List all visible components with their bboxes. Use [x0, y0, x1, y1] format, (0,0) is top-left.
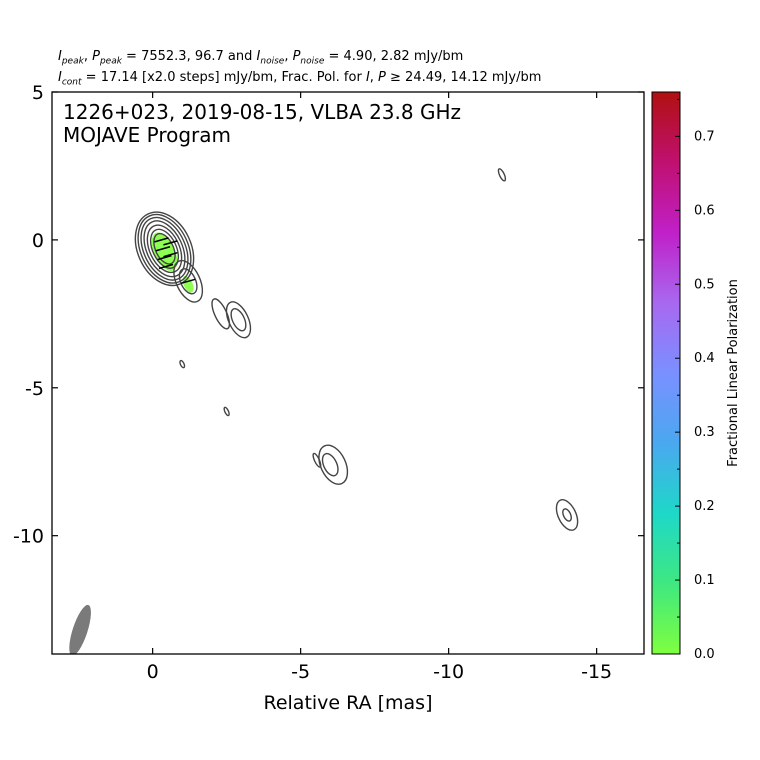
colorbar-tick-label: 0.6 [694, 203, 715, 218]
y-tick-label: 5 [32, 82, 44, 104]
x-tick-label: 0 [147, 661, 159, 683]
x-axis-label: Relative RA [mas] [263, 692, 432, 714]
contour-line [146, 224, 183, 274]
y-tick-label: -5 [25, 378, 44, 400]
x-tick-label: -5 [291, 661, 310, 683]
axes: 0 -5 -10 -15 5 0 -5 -10 [13, 82, 644, 683]
contour-line [225, 301, 252, 339]
source-label: 1226+023, 2019-08-15, VLBA 23.8 GHz [63, 100, 461, 124]
contour-line [562, 508, 572, 522]
contour-text: = 17.14 [x2.0 steps] mJy/bm, Frac. Pol. … [81, 70, 366, 85]
contour-line [173, 259, 204, 303]
contour-line [211, 298, 231, 330]
header-contour-line: Icont = 17.14 [x2.0 steps] mJy/bm, Frac.… [58, 70, 542, 88]
contour-line [321, 452, 339, 477]
noise-values: 4.90, 2.82 mJy/bm [343, 49, 464, 64]
colorbar-tick-label: 0.2 [694, 499, 715, 514]
plot-frame [51, 91, 645, 655]
contour-line [149, 228, 180, 269]
contour-line [318, 444, 349, 485]
contour-thresholds: ≥ 24.49, 14.12 mJy/bm [385, 70, 542, 85]
evpa-tick [157, 254, 172, 261]
x-tick-label: -10 [433, 661, 464, 683]
contour-line [230, 308, 247, 332]
evpa-tick [155, 246, 171, 252]
evpa-tick [154, 237, 169, 243]
contour-line [223, 406, 230, 417]
colorbar-tick-label: 0.0 [694, 647, 715, 662]
colorbar-gradient [651, 91, 681, 655]
colorbar-label: Fractional Linear Polarization [726, 279, 741, 467]
beam-ellipse [69, 604, 91, 654]
y-tick-label: -10 [13, 526, 44, 548]
colorbar-tick-label: 0.7 [694, 129, 715, 144]
plot-area [69, 168, 579, 654]
contour-line [143, 220, 186, 278]
evpa-tick [163, 240, 178, 246]
evpa-tick [163, 251, 178, 258]
contour-line [555, 499, 579, 531]
y-tick-label: 0 [32, 230, 44, 252]
contour-line [153, 232, 176, 265]
colorbar: 0.0 0.1 0.2 0.3 0.4 0.5 0.6 0.7 [651, 91, 715, 662]
contour-line [140, 216, 189, 281]
contour-line [497, 168, 507, 182]
evpa-tick [180, 278, 196, 285]
colorbar-tick-label: 0.5 [694, 277, 715, 292]
colorbar-tick-label: 0.4 [694, 351, 715, 366]
evpa-tick [158, 263, 174, 270]
colorbar-tick-label: 0.3 [694, 425, 715, 440]
contour-line [179, 359, 186, 369]
x-tick-label: -15 [581, 661, 612, 683]
peak-values: 7552.3, 96.7 [141, 49, 224, 64]
colorbar-tick-label: 0.1 [694, 573, 715, 588]
contour-line [178, 268, 198, 295]
header-peak-line: Ipeak, Ppeak = 7552.3, 96.7 and Inoise, … [58, 49, 464, 67]
program-label: MOJAVE Program [63, 123, 231, 147]
